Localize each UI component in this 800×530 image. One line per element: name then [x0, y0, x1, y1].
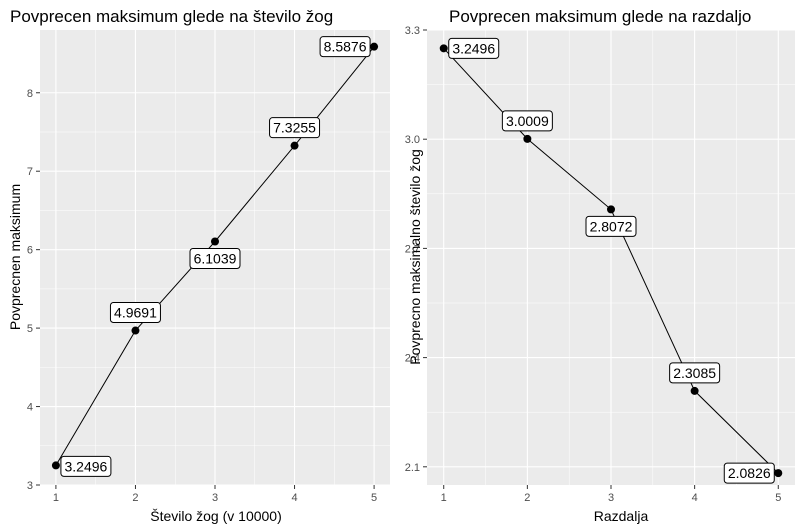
chart-right-data-point — [523, 134, 532, 143]
chart-left-data-label-text: 6.1039 — [194, 251, 237, 267]
chart-left-data: 3.2496 4.9691 6.1039 7.3255 8.5876 — [51, 36, 379, 477]
chart-right-ylabel: Povprecno maksimalno število žog — [407, 149, 423, 365]
chart-right-xtick-label: 5 — [775, 492, 781, 504]
chart-left-data-label: 8.5876 — [319, 36, 371, 58]
chart-right-title: Povprecen maksimum glede na razdaljo — [449, 7, 751, 26]
chart-right-data-label-text: 2.0826 — [728, 465, 771, 481]
chart-right-xtick-label: 2 — [524, 492, 530, 504]
chart-left-data-label-text: 3.2496 — [64, 458, 107, 474]
chart-right-data-label: 3.2496 — [448, 37, 500, 59]
chart-left-xlabel: Število žog (v 10000) — [150, 508, 282, 524]
chart-left-ytick-label: 4 — [27, 402, 33, 414]
chart-left-data-point — [370, 42, 379, 51]
chart-right-data-label-box — [448, 37, 500, 59]
chart-right-data-label-box — [669, 362, 721, 384]
chart-right: Povprecen maksimum glede na razdaljo 1 2 3… — [405, 7, 795, 524]
chart-left-data-label-text: 4.9691 — [114, 305, 157, 321]
chart-left-data-label-box — [109, 302, 161, 324]
chart-left-ytick-label: 5 — [27, 323, 33, 335]
chart-left-data-label-box — [269, 117, 321, 139]
chart-left-ytick-label: 7 — [27, 166, 33, 178]
chart-left-data-label: 7.3255 — [269, 117, 321, 139]
chart-right-data: 3.2496 3.0009 2.8072 2.3085 2.0826 — [439, 37, 783, 484]
chart-left-data-point — [131, 326, 140, 335]
chart-left-data-label: 4.9691 — [109, 302, 161, 324]
chart-right-data-point — [607, 205, 615, 214]
chart-right-ytick-label: 3.3 — [405, 25, 420, 37]
chart-right-xtick-label: 1 — [441, 492, 447, 504]
chart-left-ticks: 1 2 3 4 5 3 4 5 6 7 8 — [27, 88, 377, 504]
chart-left-data-label-text: 8.5876 — [324, 39, 367, 55]
chart-right-data-label-box — [501, 110, 553, 132]
chart-left-data-label-box — [319, 36, 371, 58]
chart-left-data-label-box — [189, 248, 241, 270]
chart-right-data-label-box — [585, 215, 637, 237]
chart-right-xlabel: Razdalja — [594, 508, 649, 524]
chart-right-data-label: 3.0009 — [501, 110, 553, 132]
chart-right-ytick-label: 2.7 — [405, 243, 420, 255]
chart-left-ytick-label: 8 — [27, 88, 33, 100]
chart-left-ylabel: Povprecnen maksimum — [7, 184, 23, 330]
chart-right-ytick-label: 2.1 — [405, 462, 420, 474]
chart-left-data-point — [290, 141, 299, 150]
chart-right-data-point — [690, 386, 699, 395]
chart-left-data-point — [51, 461, 60, 470]
chart-left-data-label: 3.2496 — [60, 455, 112, 477]
chart-right-data-label: 2.8072 — [585, 215, 637, 237]
chart-left-xtick-label: 3 — [212, 492, 218, 504]
chart-right-data-label-text: 3.0009 — [506, 113, 549, 129]
chart-right-grid — [427, 29, 795, 485]
chart-right-data-label: 2.3085 — [669, 362, 721, 384]
chart-left-data-label-text: 7.3255 — [273, 120, 316, 136]
chart-right-xtick-label: 3 — [608, 492, 614, 504]
chart-right-data-point — [774, 469, 783, 478]
chart-left-data-label: 6.1039 — [189, 248, 241, 270]
chart-left-ytick-label: 6 — [27, 245, 33, 257]
chart-left-xtick-label: 1 — [53, 492, 59, 504]
chart-right-data-point — [439, 44, 448, 53]
chart-right-data-label: 2.0826 — [723, 462, 775, 484]
chart-left-data-label-box — [60, 455, 112, 477]
chart-right-data-label-text: 3.2496 — [452, 40, 495, 56]
chart-right-data-label-text: 2.3085 — [673, 365, 716, 381]
chart-left: Povprecen maksimum glede na število žog … — [7, 7, 390, 524]
chart-left-xtick-label: 5 — [371, 492, 377, 504]
chart-right-ytick-label: 2.4 — [405, 353, 420, 365]
chart-right-ticks: 1 2 3 4 5 2.1 2.4 2.7 3.0 3.3 — [405, 25, 782, 504]
chart-left-ytick-label: 3 — [27, 480, 33, 492]
chart-right-data-label-text: 2.8072 — [590, 218, 633, 234]
chart-right-xtick-label: 4 — [692, 492, 698, 504]
chart-left-title: Povprecen maksimum glede na število žog — [10, 7, 333, 26]
chart-right-data-label-box — [723, 462, 775, 484]
chart-left-xtick-label: 4 — [291, 492, 297, 504]
chart-left-data-point — [211, 237, 219, 246]
chart-left-xtick-label: 2 — [132, 492, 138, 504]
chart-right-ytick-label: 3.0 — [405, 134, 420, 146]
